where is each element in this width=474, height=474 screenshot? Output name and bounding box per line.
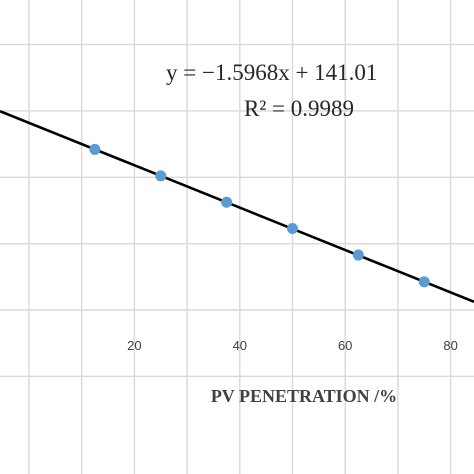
data-point	[89, 143, 101, 155]
data-point	[221, 196, 233, 208]
data-point	[287, 223, 298, 235]
data-point	[418, 276, 430, 288]
data-point	[352, 249, 364, 261]
x-tick-label: 80	[443, 338, 457, 353]
x-tick-label: 20	[127, 338, 141, 353]
trendline	[0, 110, 474, 304]
x-tick-labels: 20 40 60 80	[127, 338, 458, 353]
data-points	[89, 143, 430, 288]
x-tick-label: 60	[338, 338, 352, 353]
r-squared-label: R² = 0.9989	[244, 96, 354, 121]
x-axis-label: PV PENETRATION /%	[211, 386, 397, 406]
x-tick-label: 40	[233, 338, 247, 353]
trendline-equation: y = −1.5968x + 141.01	[166, 60, 377, 85]
data-point	[155, 170, 167, 182]
